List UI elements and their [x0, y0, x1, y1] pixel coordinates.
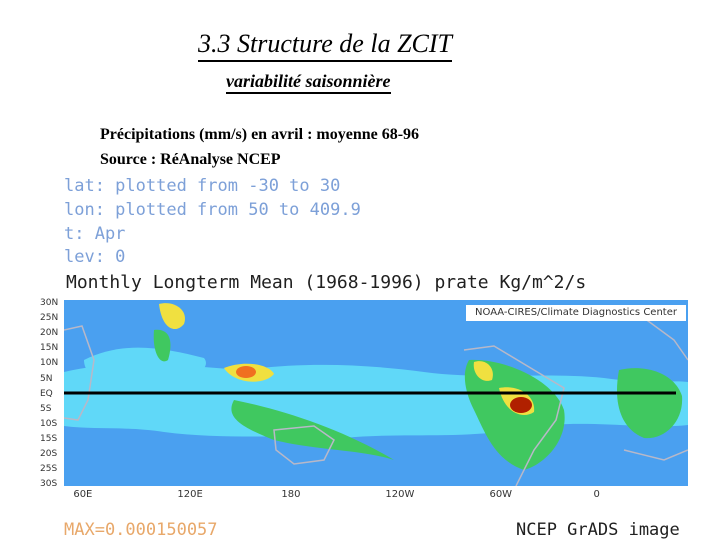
slide-title: 3.3 Structure de la ZCIT	[198, 28, 452, 62]
north-pacific-cell	[159, 303, 185, 330]
credit-label: NOAA-CIRES/Climate Diagnostics Center	[466, 305, 686, 321]
west-pacific-max-core	[236, 366, 256, 378]
footer-label: NCEP GrADS image	[516, 520, 680, 540]
lat-tick-label: 5S	[40, 403, 52, 414]
amazon-north-core	[473, 361, 493, 381]
lat-tick-label: 10S	[40, 418, 58, 429]
grads-lon-range: lon: plotted from 50 to 409.9	[64, 200, 361, 220]
slide-subtitle: variabilité saisonnière	[226, 70, 391, 94]
lat-tick-label: 20S	[40, 449, 58, 459]
land-outline-africa-west	[64, 325, 95, 421]
lat-tick-label: 15S	[40, 433, 58, 444]
lat-tick-label: EQ	[40, 388, 53, 399]
lon-tick-label: 120E	[177, 489, 203, 500]
description-line-1: Précipitations (mm/s) en avril : moyenne…	[100, 126, 420, 143]
lon-tick-label: 180	[281, 489, 301, 500]
maritime-continent-band	[84, 347, 206, 391]
bay-of-bengal-cell	[153, 329, 171, 362]
lon-tick-label: 120W	[385, 489, 415, 500]
lat-tick-label: 15N	[40, 343, 59, 354]
lat-tick-label: 5N	[40, 373, 53, 384]
lon-tick-label: 60W	[489, 489, 513, 500]
lat-tick-label: 30S	[40, 479, 58, 490]
grads-lat-range: lat: plotted from -30 to 30	[64, 176, 341, 196]
max-value-label: MAX=0.000150057	[64, 520, 218, 540]
max-precip-core	[510, 397, 532, 413]
lat-tick-label: 20N	[40, 328, 59, 339]
precipitation-map	[64, 300, 688, 486]
lat-tick-label: 30N	[40, 298, 59, 308]
africa-wet-zone	[616, 368, 683, 439]
plot-title: Monthly Longterm Mean (1968-1996) prate …	[66, 272, 587, 293]
description-line-2: Source : RéAnalyse NCEP	[100, 151, 281, 168]
lat-tick-label: 25N	[40, 313, 59, 324]
spcz-band	[231, 400, 394, 460]
lat-tick-label: 25S	[40, 464, 58, 475]
grads-time: t: Apr	[64, 224, 126, 244]
lon-tick-label: 60E	[73, 489, 93, 500]
grads-level: lev: 0	[64, 247, 126, 267]
lat-tick-label: 10N	[40, 358, 59, 369]
land-outline-australia	[273, 425, 335, 465]
land-outline-south-america	[463, 345, 565, 486]
lon-tick-label: 0	[593, 489, 600, 500]
